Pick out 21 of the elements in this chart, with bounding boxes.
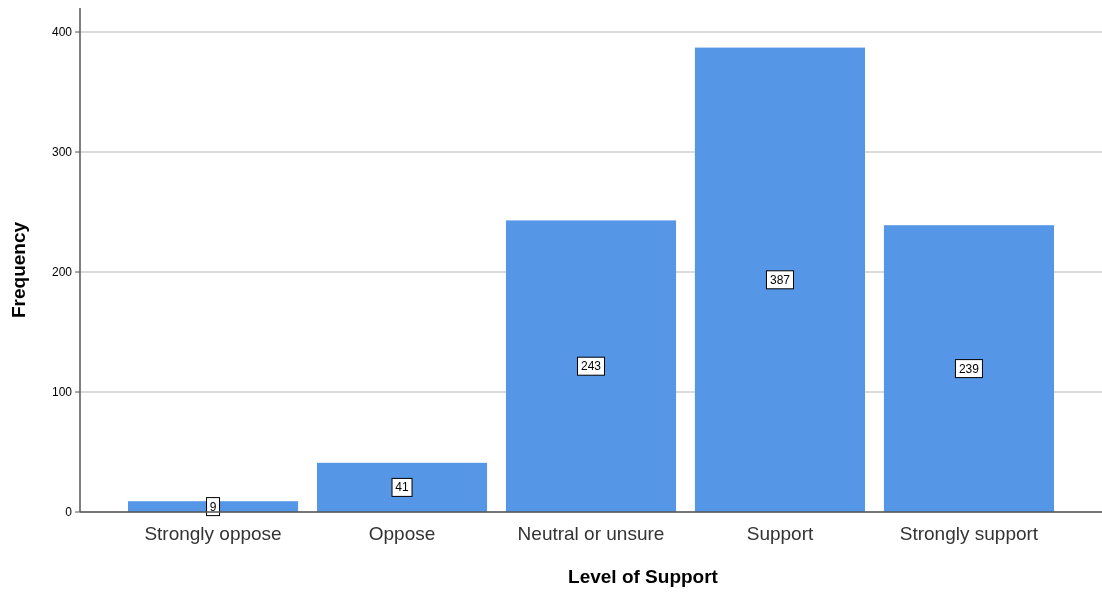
- data-label: 243: [580, 359, 602, 374]
- data-label: 387: [769, 272, 791, 287]
- x-tick-label: Strongly oppose: [144, 523, 282, 544]
- x-tick-label: Neutral or unsure: [517, 523, 665, 544]
- bar: [316, 462, 488, 512]
- x-tick-label: Support: [746, 523, 814, 544]
- x-tick-label: Oppose: [368, 523, 436, 544]
- bar: [505, 220, 677, 512]
- y-tick-label: 100: [51, 385, 73, 399]
- bar: [694, 47, 866, 512]
- y-tick-label: 200: [51, 265, 73, 279]
- data-label: 9: [209, 499, 217, 514]
- x-tick-label: Strongly support: [899, 523, 1039, 544]
- y-tick-label: 300: [51, 145, 73, 159]
- data-label: 239: [958, 361, 980, 376]
- bar: [883, 225, 1054, 512]
- x-axis-title: Level of Support: [568, 566, 719, 587]
- y-tick-label: 400: [51, 25, 73, 39]
- data-label: 41: [395, 480, 410, 495]
- y-axis-title: Frequency: [8, 221, 29, 319]
- y-tick-label: 0: [65, 505, 73, 519]
